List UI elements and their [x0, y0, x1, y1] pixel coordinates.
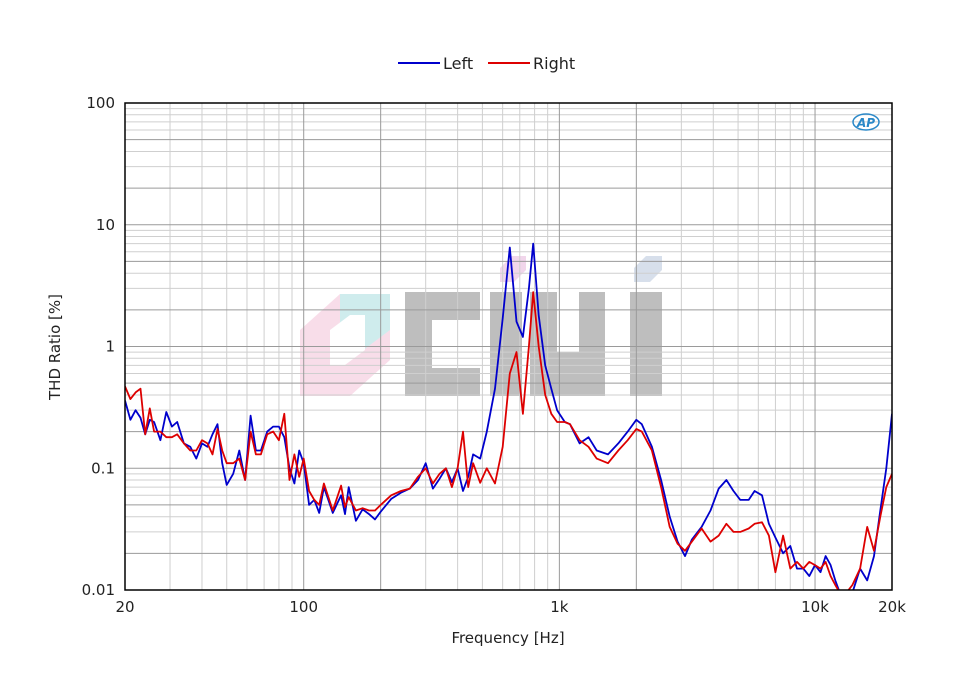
x-tick-label: 10k	[801, 598, 829, 616]
minor-grid	[125, 103, 892, 590]
x-tick-label: 20k	[878, 598, 906, 616]
y-axis-title: THD Ratio [%]	[46, 294, 64, 401]
legend-label-right: Right	[533, 54, 575, 73]
y-tick-labels: 0.01 0.1 1 10 100	[82, 94, 115, 599]
series-layer	[125, 242, 892, 590]
y-tick-label: 1	[105, 338, 115, 356]
legend: Left Right	[398, 54, 575, 73]
plot-frame	[124, 102, 893, 591]
series-line-left	[125, 242, 892, 590]
legend-label-left: Left	[443, 54, 473, 73]
x-tick-labels: 20 100 1k 10k 20k	[115, 598, 906, 616]
y-tick-label: 10	[96, 216, 115, 234]
x-tick-label: 100	[289, 598, 318, 616]
x-tick-label: 1k	[550, 598, 569, 616]
y-tick-label: 0.01	[82, 581, 115, 599]
y-tick-label: 0.1	[91, 459, 115, 477]
series-line-right	[125, 291, 892, 590]
x-axis-title: Frequency [Hz]	[451, 629, 564, 647]
y-tick-label: 100	[86, 94, 115, 112]
x-tick-label: 20	[115, 598, 134, 616]
ap-logo: AP	[852, 113, 880, 131]
ap-logo-text: AP	[856, 116, 875, 130]
